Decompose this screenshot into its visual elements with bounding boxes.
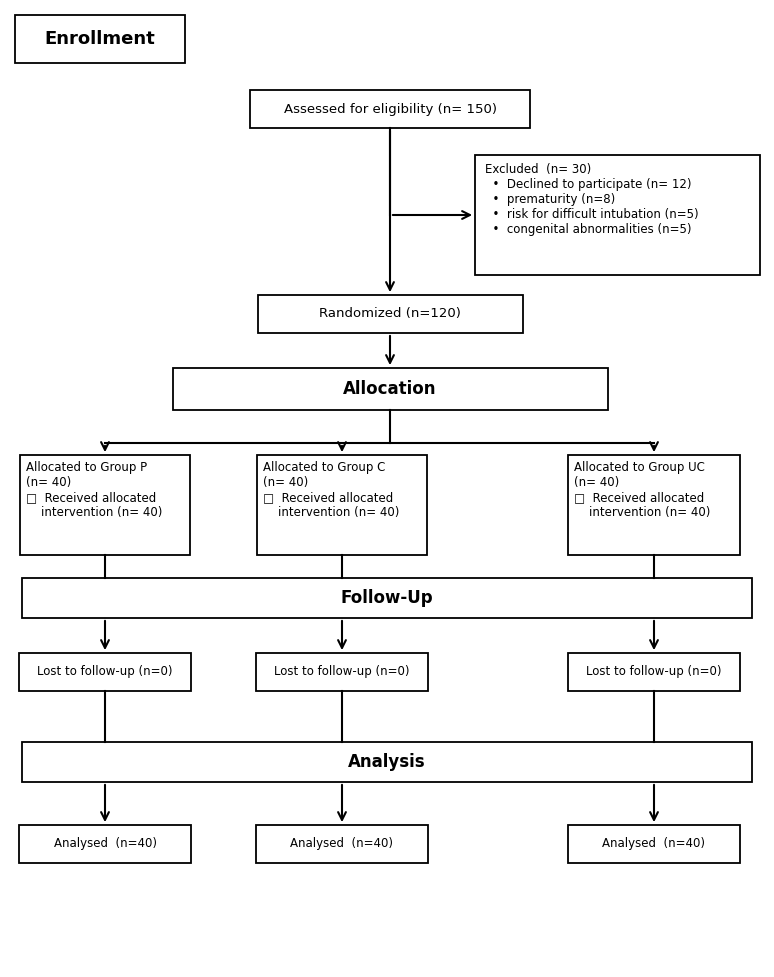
Text: Lost to follow-up (n=0): Lost to follow-up (n=0) [37,665,173,678]
Text: Analysed  (n=40): Analysed (n=40) [602,837,705,851]
Text: Analysed  (n=40): Analysed (n=40) [53,837,156,851]
Text: Assessed for eligibility (n= 150): Assessed for eligibility (n= 150) [283,103,496,115]
Text: Allocated to Group UC
(n= 40)
□  Received allocated
    intervention (n= 40): Allocated to Group UC (n= 40) □ Received… [574,461,711,519]
FancyBboxPatch shape [173,368,608,410]
FancyBboxPatch shape [22,742,752,782]
FancyBboxPatch shape [19,653,191,691]
FancyBboxPatch shape [568,825,740,863]
Text: Follow-Up: Follow-Up [341,589,433,607]
Text: Analysis: Analysis [348,753,426,771]
Text: Allocated to Group C
(n= 40)
□  Received allocated
    intervention (n= 40): Allocated to Group C (n= 40) □ Received … [263,461,399,519]
Text: Allocated to Group P
(n= 40)
□  Received allocated
    intervention (n= 40): Allocated to Group P (n= 40) □ Received … [26,461,163,519]
FancyBboxPatch shape [256,653,428,691]
Text: Lost to follow-up (n=0): Lost to follow-up (n=0) [274,665,409,678]
FancyBboxPatch shape [250,90,530,128]
FancyBboxPatch shape [19,825,191,863]
FancyBboxPatch shape [568,455,740,555]
FancyBboxPatch shape [475,155,760,275]
FancyBboxPatch shape [20,455,190,555]
FancyBboxPatch shape [22,578,752,618]
FancyBboxPatch shape [258,295,522,333]
Text: Lost to follow-up (n=0): Lost to follow-up (n=0) [586,665,721,678]
Text: Allocation: Allocation [343,380,437,398]
Text: Excluded  (n= 30)
  •  Declined to participate (n= 12)
  •  prematurity (n=8)
  : Excluded (n= 30) • Declined to participa… [485,163,699,236]
FancyBboxPatch shape [256,825,428,863]
FancyBboxPatch shape [15,15,185,63]
FancyBboxPatch shape [257,455,427,555]
Text: Enrollment: Enrollment [45,30,156,48]
Text: Analysed  (n=40): Analysed (n=40) [290,837,393,851]
Text: Randomized (n=120): Randomized (n=120) [319,308,461,320]
FancyBboxPatch shape [568,653,740,691]
